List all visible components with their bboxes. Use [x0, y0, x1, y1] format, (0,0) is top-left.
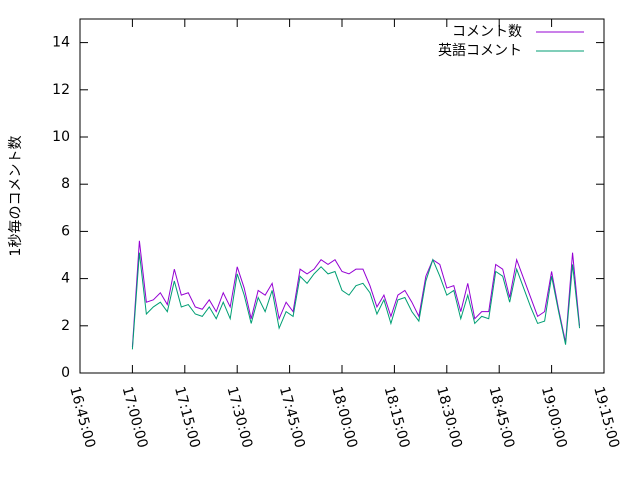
y-tick-label: 12: [52, 82, 70, 98]
x-tick-label: 18:15:00: [381, 385, 413, 450]
x-tick-label: 16:45:00: [66, 385, 98, 450]
y-tick-label: 8: [61, 176, 70, 192]
legend-label: コメント数: [452, 24, 522, 40]
x-tick-label: 18:45:00: [485, 385, 517, 450]
x-tick-label: 17:15:00: [171, 385, 203, 450]
x-tick-label: 17:30:00: [223, 385, 255, 450]
y-tick-label: 4: [61, 271, 70, 287]
y-axis-label: 1秒毎のコメント数: [8, 136, 24, 257]
y-tick-label: 6: [61, 223, 70, 239]
x-tick-label: 17:00:00: [119, 385, 151, 450]
y-tick-label: 14: [52, 35, 70, 51]
x-tick-label: 17:45:00: [276, 385, 308, 450]
y-tick-label: 2: [61, 318, 70, 334]
x-tick-label: 18:00:00: [328, 385, 360, 450]
plot-frame: [79, 18, 605, 374]
x-tick-label: 19:00:00: [538, 385, 570, 450]
y-tick-label: 10: [52, 129, 70, 145]
x-tick-label: 19:15:00: [590, 385, 622, 450]
legend-label: 英語コメント: [438, 42, 522, 59]
x-tick-label: 18:30:00: [433, 385, 465, 450]
series-line: [131, 240, 581, 348]
series-line: [131, 252, 581, 350]
y-tick-label: 0: [61, 365, 70, 381]
